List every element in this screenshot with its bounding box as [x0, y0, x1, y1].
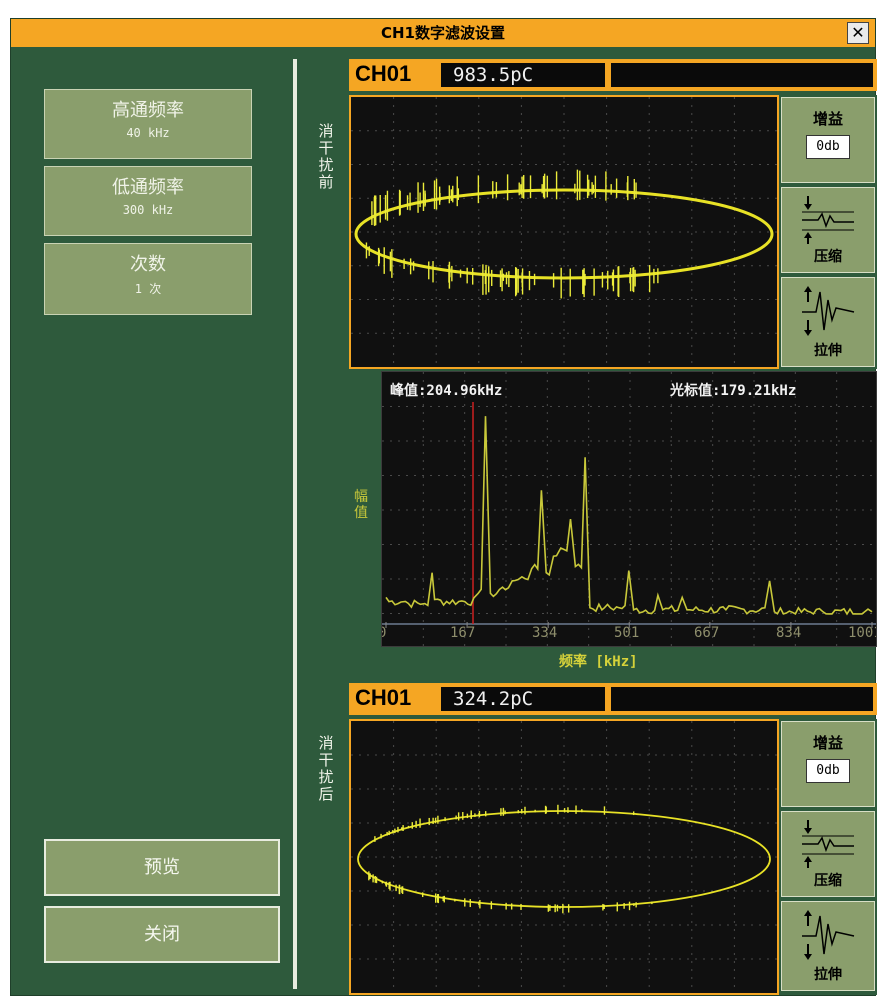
before-gain-value: 0db	[806, 135, 850, 159]
before-channel-id: CH01	[355, 61, 412, 86]
before-section-label: 消干扰前	[318, 122, 334, 191]
x-tick-label: 1001	[848, 625, 876, 641]
pulse-group	[365, 169, 659, 299]
spectrum-chart[interactable]: 峰值:204.96kHz 光标值:179.21kHz 0 167 334 501…	[381, 371, 877, 647]
before-channel-header: CH01 983.5pC	[349, 59, 877, 91]
compress-icon	[802, 820, 854, 868]
sine-trace	[354, 188, 774, 280]
x-tick-label: 167	[450, 625, 476, 641]
before-gain-title: 增益	[812, 110, 843, 128]
before-waveform	[351, 97, 777, 367]
close-icon[interactable]: ✕	[847, 22, 869, 44]
before-compress-label: 压缩	[814, 249, 842, 265]
x-tick-label: 501	[614, 625, 640, 641]
spectrum-x-label: 频率 [kHz]	[559, 654, 638, 670]
lowpass-value: 300 kHz	[122, 203, 174, 217]
filter-settings-window: CH1数字滤波设置 ✕ 高通频率 40 kHz 低通频率 300 kHz 次数 …	[10, 18, 877, 996]
spectrum-peak-readout: 峰值:204.96kHz	[390, 383, 503, 399]
before-channel-value: 983.5pC	[441, 63, 605, 87]
after-channel-header: CH01 324.2pC	[349, 683, 877, 715]
before-stretch-button[interactable]: 拉伸	[781, 277, 875, 367]
after-stretch-button[interactable]: 拉伸	[781, 901, 875, 991]
after-channel-value: 324.2pC	[441, 687, 605, 711]
before-gain-button[interactable]: 增益 0db	[781, 97, 875, 183]
after-stretch-label: 拉伸	[814, 967, 842, 983]
spectrum-trace	[385, 416, 873, 616]
highpass-value: 40 kHz	[126, 126, 170, 140]
spectrum-cursor-readout: 光标值:179.21kHz	[670, 383, 797, 399]
lowpass-label: 低通频率	[112, 177, 184, 198]
before-side-panel: 增益 0db 压缩 拉伸	[779, 95, 877, 369]
count-label: 次数	[130, 254, 166, 275]
after-compress-label: 压缩	[814, 873, 842, 889]
after-section-label: 消干扰后	[318, 734, 334, 803]
spectrum-plot	[382, 372, 876, 646]
pulse-group	[368, 804, 653, 914]
x-tick-label: 334	[532, 625, 558, 641]
count-value: 1 次	[134, 282, 162, 296]
compress-icon	[802, 196, 854, 244]
highpass-frequency-button[interactable]: 高通频率 40 kHz	[44, 89, 252, 159]
before-scope-display[interactable]	[349, 95, 779, 369]
stretch-icon	[802, 286, 855, 336]
window-title: CH1数字滤波设置	[381, 24, 505, 42]
before-compress-button[interactable]: 压缩	[781, 187, 875, 273]
title-bar: CH1数字滤波设置 ✕	[11, 19, 875, 47]
after-gain-button[interactable]: 增益 0db	[781, 721, 875, 807]
count-button[interactable]: 次数 1 次	[44, 243, 252, 315]
before-channel-extra	[611, 63, 873, 87]
after-waveform	[351, 721, 777, 993]
before-stretch-label: 拉伸	[814, 343, 842, 359]
highpass-label: 高通频率	[112, 100, 184, 121]
after-scope-display[interactable]	[349, 719, 779, 995]
lowpass-frequency-button[interactable]: 低通频率 300 kHz	[44, 166, 252, 236]
close-button[interactable]: 关闭	[44, 906, 280, 963]
panel-divider	[293, 59, 297, 989]
x-tick-label: 667	[694, 625, 720, 641]
x-tick-label: 0	[382, 625, 386, 641]
spectrum-y-label: 幅值	[354, 489, 368, 521]
x-tick-label: 834	[776, 625, 802, 641]
after-channel-id: CH01	[355, 685, 412, 710]
stretch-icon	[802, 910, 855, 960]
after-channel-extra	[611, 687, 873, 711]
after-gain-title: 增益	[812, 734, 843, 752]
after-compress-button[interactable]: 压缩	[781, 811, 875, 897]
preview-button[interactable]: 预览	[44, 839, 280, 896]
after-side-panel: 增益 0db 压缩 拉伸	[779, 719, 877, 995]
after-gain-value: 0db	[806, 759, 850, 783]
